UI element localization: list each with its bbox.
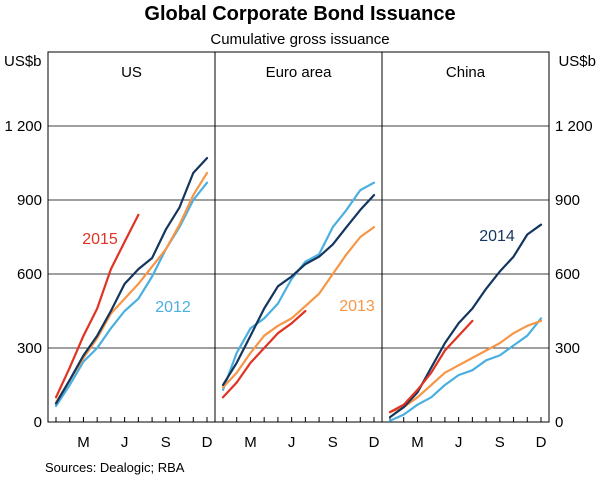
- y-tick-label-right: 600: [555, 266, 580, 283]
- x-tick-label: D: [536, 434, 547, 451]
- series-annotation: 2013: [339, 298, 375, 315]
- series-line-2014: [221, 194, 376, 387]
- x-tick-label: D: [369, 434, 380, 451]
- chart-title: Global Corporate Bond Issuance: [144, 3, 455, 25]
- series-line-2012: [54, 181, 209, 408]
- y-tick-label-left: 300: [17, 340, 42, 357]
- series-line-2015: [388, 319, 474, 414]
- x-tick-label: M: [244, 434, 257, 451]
- x-tick-label: D: [202, 434, 213, 451]
- series-line-2015: [221, 309, 307, 399]
- y-axis-unit-left: US$b: [4, 53, 42, 70]
- panel-title: US: [121, 64, 142, 81]
- y-tick-label-left: 900: [17, 192, 42, 209]
- series-line-2013: [221, 226, 376, 389]
- x-tick-label: M: [411, 434, 424, 451]
- y-axis-unit-right: US$b: [558, 53, 596, 70]
- y-tick-label-left: 1 200: [4, 118, 42, 135]
- series-line-2015: [54, 213, 140, 399]
- x-tick-label: S: [328, 434, 338, 451]
- series-annotation: 2014: [479, 228, 515, 245]
- panel-title: China: [446, 64, 486, 81]
- y-tick-label-right: 1 200: [555, 118, 593, 135]
- x-tick-label: S: [495, 434, 505, 451]
- x-tick-label: J: [288, 434, 296, 451]
- y-tick-label-left: 600: [17, 266, 42, 283]
- x-tick-label: S: [161, 434, 171, 451]
- series-line-2012: [388, 317, 543, 422]
- plot-frame: [47, 51, 550, 423]
- series-line-2014: [388, 223, 543, 419]
- y-tick-label-right: 900: [555, 192, 580, 209]
- x-tick-label: J: [121, 434, 129, 451]
- series-line-2013: [388, 319, 543, 414]
- chart-subtitle: Cumulative gross issuance: [210, 31, 389, 48]
- series-annotation: 2012: [155, 299, 191, 316]
- panel-title: Euro area: [266, 64, 333, 81]
- source-note: Sources: Dealogic; RBA: [45, 460, 185, 475]
- y-tick-label-right: 300: [555, 340, 580, 357]
- y-tick-label-right: 0: [555, 414, 563, 431]
- x-tick-label: M: [77, 434, 90, 451]
- x-tick-label: J: [455, 434, 463, 451]
- series-annotation: 2015: [82, 231, 118, 248]
- y-tick-label-left: 0: [34, 414, 42, 431]
- series-line-2014: [54, 157, 209, 405]
